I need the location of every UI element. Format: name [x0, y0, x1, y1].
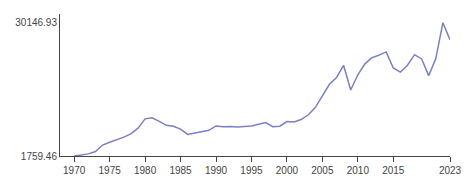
- svg-text:1759.46: 1759.46: [21, 151, 58, 162]
- svg-text:2010: 2010: [347, 165, 370, 176]
- svg-text:1975: 1975: [99, 165, 122, 176]
- svg-text:2015: 2015: [382, 165, 405, 176]
- svg-text:1970: 1970: [63, 165, 86, 176]
- svg-text:1980: 1980: [134, 165, 157, 176]
- svg-text:1995: 1995: [240, 165, 263, 176]
- svg-text:30146.93: 30146.93: [15, 17, 57, 28]
- svg-text:2000: 2000: [276, 165, 299, 176]
- svg-text:2005: 2005: [311, 165, 334, 176]
- svg-text:1985: 1985: [169, 165, 192, 176]
- svg-text:2023: 2023: [439, 165, 462, 176]
- svg-text:1990: 1990: [205, 165, 228, 176]
